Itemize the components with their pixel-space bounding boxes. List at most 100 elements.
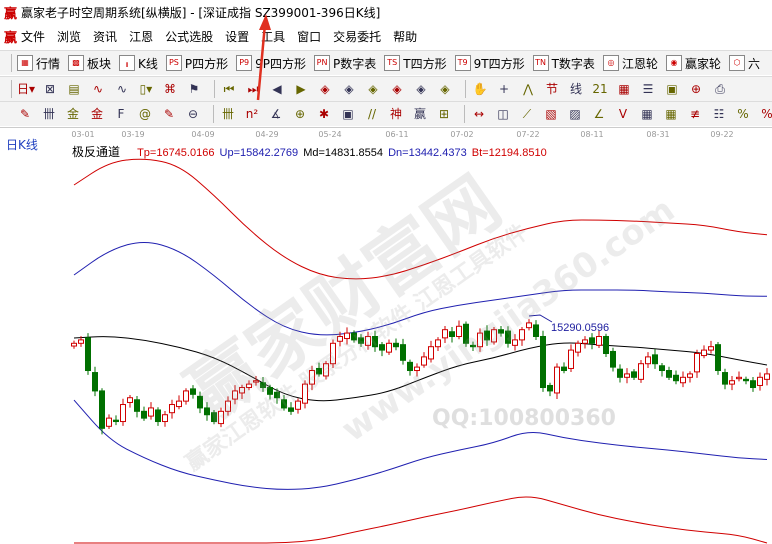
tp-value: Tp=16745.0166 <box>137 147 215 159</box>
save-icon[interactable]: ▣ <box>666 82 678 96</box>
date-tick-label: 06-11 <box>385 130 409 139</box>
target-icon[interactable]: ⊕ <box>294 107 306 121</box>
square-grid-icon[interactable]: ▣ <box>342 107 354 121</box>
wave3-icon[interactable]: ∿ <box>92 82 104 96</box>
candle-type-icon[interactable]: ▯▾ <box>139 82 153 96</box>
toolbar-button-pn[interactable]: PN P数字表 <box>314 55 376 72</box>
candle-body <box>197 395 203 409</box>
candle-body <box>582 339 588 344</box>
box-icon[interactable]: ◫ <box>497 107 509 121</box>
menu-item[interactable]: 浏览 <box>57 29 82 44</box>
shrink-icon[interactable]: ◈ <box>392 82 402 96</box>
list-icon[interactable]: ☷ <box>713 107 725 121</box>
spiral-icon[interactable]: @ <box>139 107 151 121</box>
candle-body <box>673 374 679 382</box>
vertical-lines-icon[interactable]: 卌 <box>221 107 234 121</box>
fib-icon[interactable]: F <box>117 107 125 121</box>
star-grid-icon[interactable]: ✱ <box>318 107 330 121</box>
overlay-icon[interactable]: ⊠ <box>44 82 56 96</box>
toolbar-button-label: T数字表 <box>551 56 595 71</box>
width-icon[interactable]: ↔ <box>473 107 485 121</box>
day-period-icon[interactable]: 日▾ <box>17 82 36 96</box>
toolbar-button-tn[interactable]: TN T数字表 <box>532 55 595 72</box>
v-line-icon[interactable]: V <box>618 107 628 121</box>
menu-item[interactable]: 交易委托 <box>333 29 382 44</box>
hatched-icon[interactable]: ≢ <box>689 107 701 121</box>
candle-body <box>169 404 175 414</box>
menu-item[interactable]: 工具 <box>261 29 286 44</box>
expand-icon[interactable]: ◈ <box>368 82 378 96</box>
gann-box-icon[interactable]: ▧ <box>545 107 557 121</box>
ruler-pen-icon[interactable]: ✎ <box>163 107 175 121</box>
flag-icon[interactable]: ⚑ <box>188 82 200 96</box>
toolbar-button-gann-wheel[interactable]: ◎ 江恩轮 <box>602 55 658 72</box>
period-label[interactable]: 日K线 <box>6 138 38 152</box>
parallel-lines-icon[interactable]: 卌 <box>42 107 55 121</box>
shift-left-icon[interactable]: ◈ <box>320 82 330 96</box>
menu-item[interactable]: 公式选股 <box>165 29 214 44</box>
gann-square-icon[interactable]: ▨ <box>569 107 581 121</box>
grid2-icon[interactable]: ▦ <box>665 107 677 121</box>
gold-lines2-icon[interactable]: 金 <box>90 107 103 121</box>
menu-item[interactable]: 资讯 <box>93 29 118 44</box>
crosshair-icon[interactable]: + <box>498 82 510 96</box>
percent-icon[interactable]: % <box>761 107 772 121</box>
polyline-icon[interactable]: ⋀ <box>523 82 533 96</box>
network-icon[interactable]: ⊕ <box>690 82 702 96</box>
toolbar-button-candlestick[interactable]: ╻ K线 <box>119 55 158 72</box>
candle-body <box>148 407 154 417</box>
right-icon[interactable]: ▶ <box>296 82 306 96</box>
pen-icon[interactable]: ✎ <box>19 107 31 121</box>
candle-body <box>316 367 322 375</box>
toolbar-button-table[interactable]: ▦ 行情 <box>17 55 60 72</box>
god-icon[interactable]: 神 <box>389 107 402 121</box>
pattern-icon[interactable]: ⌘ <box>164 82 176 96</box>
toolbar-button-ps[interactable]: PS P四方形 <box>165 55 228 72</box>
win-icon[interactable]: 赢 <box>413 107 426 121</box>
candlestick-icon: ╻ <box>119 55 136 71</box>
candle-body <box>442 329 448 339</box>
last-icon[interactable]: ⏭ <box>247 82 259 96</box>
calendar-icon[interactable]: 21 <box>592 82 608 96</box>
print-icon[interactable]: ⎙ <box>715 82 725 96</box>
notes-icon[interactable]: ▤ <box>68 82 80 96</box>
candle-body <box>631 371 637 378</box>
candle-body <box>211 412 217 423</box>
left-icon[interactable]: ◀ <box>272 82 282 96</box>
angle2-icon[interactable]: ∠ <box>593 107 605 121</box>
percent-slash-icon[interactable]: % <box>737 107 749 121</box>
menu-item[interactable]: 江恩 <box>129 29 154 44</box>
shift-right-icon[interactable]: ◈ <box>344 82 354 96</box>
n-squared-icon[interactable]: n² <box>245 107 259 121</box>
menu-item[interactable]: 窗口 <box>297 29 322 44</box>
first-icon[interactable]: ⏮ <box>223 82 235 96</box>
grid-icon[interactable]: ▦ <box>641 107 653 121</box>
section-icon[interactable]: 节 <box>545 82 558 96</box>
menu-item[interactable]: 文件 <box>21 29 46 44</box>
zoom-out-icon[interactable]: ◈ <box>440 82 450 96</box>
circle-scale-icon[interactable]: ⊖ <box>187 107 199 121</box>
toolbar-button-winner-wheel[interactable]: ◉ 赢家轮 <box>665 55 721 72</box>
hand-icon[interactable]: ✋ <box>472 82 488 96</box>
menu-item[interactable]: 帮助 <box>393 29 418 44</box>
gold-lines-icon[interactable]: 金 <box>66 107 79 121</box>
toolbar-button-sector-grid[interactable]: ▩ 板块 <box>68 55 111 72</box>
kline-chart[interactable]: 15290.0596 <box>0 158 772 544</box>
angle-icon[interactable]: ∡ <box>270 107 282 121</box>
toolbar-button-p9[interactable]: P9 9P四方形 <box>236 55 306 72</box>
lines-icon[interactable]: 线 <box>569 82 582 96</box>
toolbar-button-hexagon[interactable]: ⬡ 六 <box>728 55 760 72</box>
up-value: Up=15842.2769 <box>219 147 299 159</box>
wave9-icon[interactable]: ∿ <box>116 82 128 96</box>
time-ruler-icon[interactable]: ⊞ <box>438 107 450 121</box>
toolbar-button-ts[interactable]: TS T四方形 <box>384 55 447 72</box>
menu-item[interactable]: 设置 <box>225 29 250 44</box>
candle-body <box>526 322 532 329</box>
sector-grid-icon: ▩ <box>68 55 85 71</box>
fan-icon[interactable]: ⟋ <box>522 107 532 121</box>
zoom-in-icon[interactable]: ◈ <box>416 82 426 96</box>
slash-icon[interactable]: // <box>367 107 377 121</box>
report-icon[interactable]: ☰ <box>642 82 654 96</box>
calculator-icon[interactable]: ▦ <box>618 82 630 96</box>
toolbar-button-t9[interactable]: T9 9T四方形 <box>454 55 525 72</box>
